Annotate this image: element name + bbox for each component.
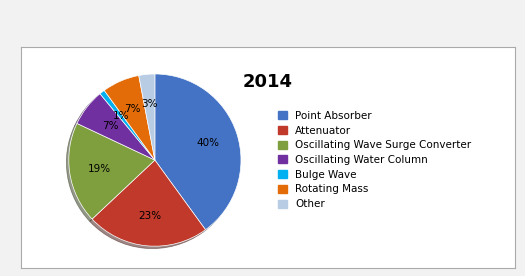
Text: 7%: 7% [102, 121, 119, 131]
Wedge shape [139, 74, 155, 160]
Wedge shape [92, 160, 205, 246]
Wedge shape [104, 76, 155, 160]
Text: 2014: 2014 [243, 73, 293, 91]
Text: 23%: 23% [138, 211, 161, 221]
Wedge shape [155, 74, 241, 230]
Wedge shape [69, 123, 155, 219]
Wedge shape [77, 94, 155, 160]
Legend: Point Absorber, Attenuator, Oscillating Wave Surge Converter, Oscillating Water : Point Absorber, Attenuator, Oscillating … [278, 111, 471, 209]
Wedge shape [100, 91, 155, 160]
Text: 19%: 19% [88, 164, 111, 174]
Text: 7%: 7% [124, 104, 141, 114]
Text: 40%: 40% [196, 138, 219, 148]
Text: 3%: 3% [141, 99, 158, 109]
Text: 1%: 1% [112, 111, 129, 121]
